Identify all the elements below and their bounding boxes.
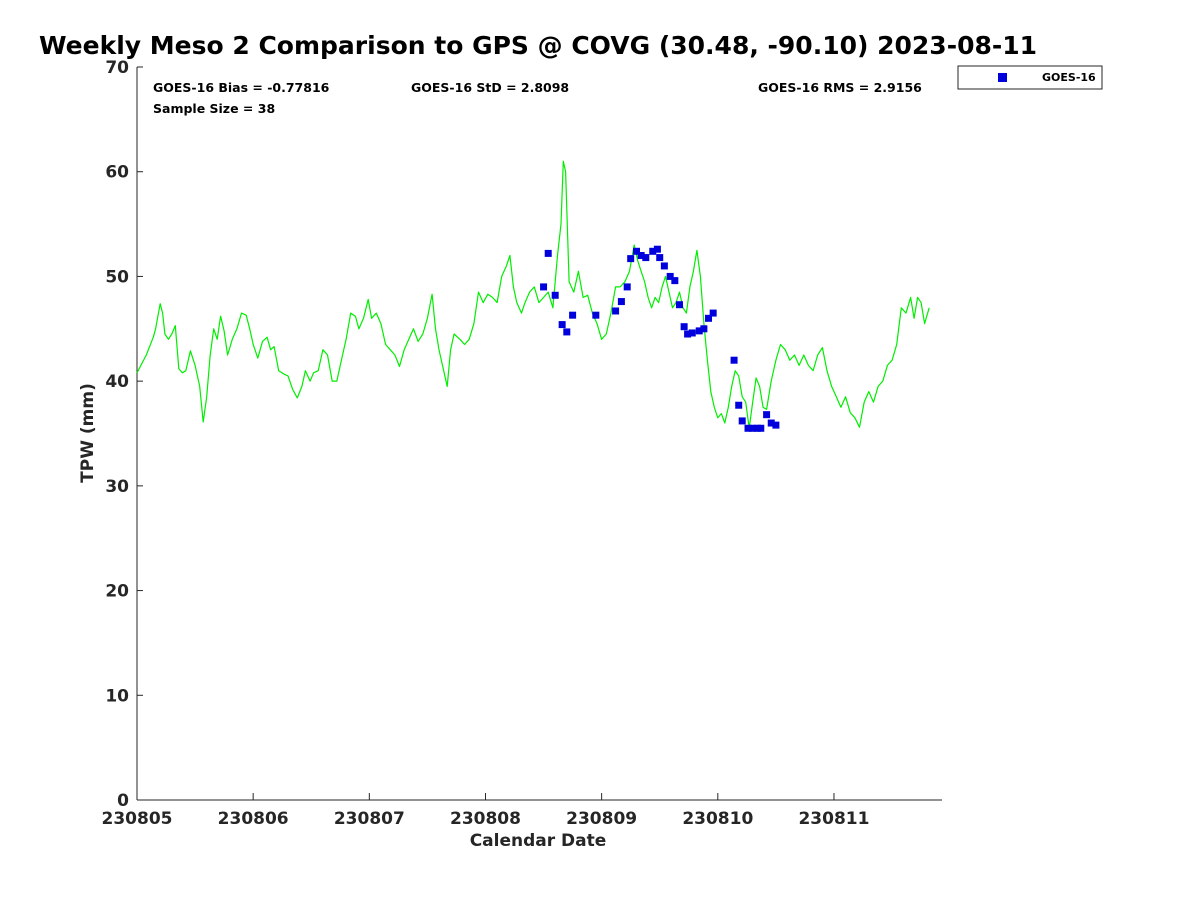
legend: GOES-16 [957,65,1103,90]
x-axis-label: Calendar Date [470,831,607,851]
goes16-point [666,272,674,280]
goes16-point [563,328,571,336]
legend-label-goes16: GOES-16 [1042,71,1096,84]
goes16-point [767,419,775,427]
goes16-point [551,291,559,299]
goes16-point [540,283,548,291]
y-tick-label: 50 [105,267,129,287]
rms-stat: GOES-16 RMS = 2.9156 [758,80,922,95]
goes16-point [738,417,746,425]
goes16-point [544,249,552,257]
goes16-point [660,262,668,270]
goes16-point [675,301,683,309]
x-tick-label: 230808 [450,809,521,829]
goes16-point [627,255,635,263]
goes16-point [671,277,679,285]
x-tick-label: 230811 [798,809,869,829]
x-tick-label: 230806 [218,809,289,829]
goes16-point [730,356,738,364]
plot-background [137,67,942,800]
chart-title: Weekly Meso 2 Comparison to GPS @ COVG (… [39,31,1037,60]
bias-stat: GOES-16 Bias = -0.77816 [153,80,330,95]
y-axis-label: TPW (mm) [78,383,98,483]
goes16-point [617,298,625,306]
goes16-point [705,314,713,322]
goes16-point [763,411,771,419]
stats-annotations: GOES-16 Bias = -0.77816 GOES-16 StD = 2.… [153,80,922,116]
goes16-point [749,424,757,432]
goes16-point [653,245,661,253]
gps-tpw-line [136,160,930,429]
sample-size-stat: Sample Size = 38 [153,101,275,116]
goes16-point [700,325,708,333]
goes16-point [735,401,743,409]
goes16-point [612,307,620,315]
x-tick-label: 230807 [334,809,405,829]
x-tick-label: 230805 [102,809,173,829]
x-ticks: 230805 230806 230807 230808 230809 230810 2308… [102,793,869,829]
goes16-point [642,254,650,262]
goes16-point [656,254,664,262]
goes16-point [558,321,566,329]
y-tick-label: 40 [105,372,129,392]
goes16-point [757,424,765,432]
goes16-point [688,329,696,337]
goes16-point [632,247,640,255]
y-ticks: 0 10 20 30 40 50 60 70 [105,58,143,811]
legend-box [957,65,1103,90]
y-tick-label: 10 [105,686,129,706]
goes16-point [649,247,657,255]
goes16-point [772,421,780,429]
x-tick-label: 230809 [566,809,637,829]
std-stat: GOES-16 StD = 2.8098 [411,80,569,95]
y-tick-label: 30 [105,477,129,497]
goes16-point [592,311,600,319]
goes16-point [623,283,631,291]
plot-area: 0 10 20 30 40 50 60 70 230805 230806 230807 230808… [102,58,942,829]
goes16-point [680,323,688,331]
goes16-point [695,327,703,335]
y-tick-label: 20 [105,582,129,602]
series-layer [136,160,930,432]
y-tick-label: 0 [117,791,129,811]
goes16-point [684,330,692,338]
goes16-point [569,311,577,319]
goes16-point [637,251,645,259]
goes16-point [744,424,752,432]
x-tick-label: 230810 [682,809,753,829]
goes16-point [709,309,717,317]
y-tick-label: 60 [105,163,129,183]
legend-marker-goes16 [998,73,1007,82]
y-tick-label: 70 [105,58,129,78]
